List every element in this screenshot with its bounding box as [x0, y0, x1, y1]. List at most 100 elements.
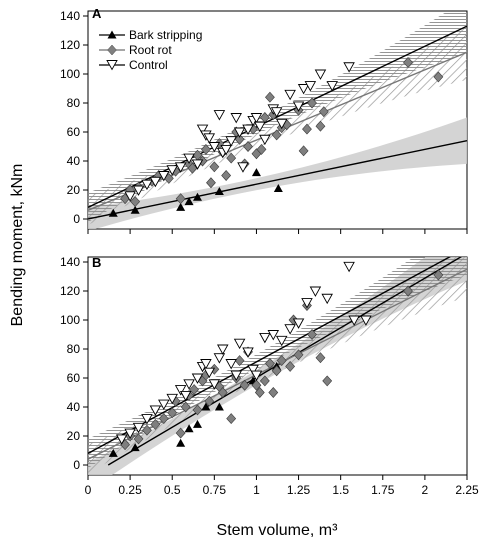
point-root-rot — [307, 329, 317, 340]
data-points-a — [108, 56, 444, 217]
point-bark-stripping — [184, 197, 194, 206]
point-control — [203, 133, 216, 144]
y-tick-label: 100 — [60, 313, 80, 327]
point-bark-stripping — [273, 184, 283, 193]
point-control — [250, 113, 263, 124]
point-control — [179, 390, 192, 402]
point-control — [314, 69, 327, 80]
point-root-rot — [243, 141, 253, 152]
point-bark-stripping — [192, 419, 202, 428]
point-control — [208, 142, 221, 153]
point-control — [250, 370, 263, 382]
point-bark-stripping — [108, 208, 118, 217]
point-control — [213, 110, 226, 121]
point-bark-stripping — [130, 205, 140, 214]
point-root-rot — [315, 120, 326, 132]
point-control — [132, 422, 145, 434]
point-control — [292, 318, 305, 329]
point-root-rot — [150, 418, 161, 430]
point-control — [304, 81, 317, 92]
point-control — [166, 393, 178, 405]
point-root-rot — [265, 91, 275, 103]
y-tick-label: 100 — [60, 67, 80, 81]
point-root-rot — [251, 379, 262, 391]
point-control — [225, 136, 237, 147]
legend-item-bark-stripping: Bark stripping — [99, 28, 202, 42]
legend: Bark stripping Root rot Control — [99, 28, 202, 72]
panel-a: 0 20 40 60 80 100 120 140 A Bark stripping Root… — [60, 6, 468, 234]
point-bark-stripping — [184, 424, 194, 433]
x-tick-label: 1.25 — [287, 483, 311, 497]
point-control — [208, 379, 221, 390]
point-root-rot — [167, 407, 178, 419]
y-tick-label: 60 — [67, 371, 81, 385]
point-control — [213, 353, 226, 364]
y-tick-label: 40 — [67, 400, 81, 414]
point-root-rot — [201, 143, 211, 155]
x-tick-label: 0.25 — [118, 483, 142, 497]
y-tick-label: 40 — [67, 154, 81, 168]
point-control — [196, 124, 209, 136]
point-root-rot — [276, 355, 287, 367]
point-control — [284, 89, 296, 101]
point-control — [233, 127, 246, 138]
data-points-b — [108, 261, 444, 457]
y-tick-label: 120 — [60, 284, 80, 298]
point-control — [275, 335, 288, 347]
point-control — [301, 298, 313, 309]
point-bark-stripping — [201, 402, 211, 411]
x-tick-label: 0.5 — [164, 483, 181, 497]
legend-item-control: Control — [99, 58, 168, 72]
point-root-rot — [239, 379, 250, 391]
point-bark-stripping — [214, 402, 224, 411]
point-root-rot — [142, 424, 152, 436]
point-control — [149, 176, 162, 188]
x-axis-title: Stem volume, m³ — [217, 522, 339, 539]
point-root-rot — [403, 285, 413, 297]
point-control — [174, 162, 187, 173]
y-tick-label: 80 — [67, 96, 81, 110]
point-control — [284, 324, 296, 335]
point-root-rot — [293, 349, 304, 361]
legend-marker-open-triangle — [106, 60, 118, 71]
point-root-rot — [133, 433, 144, 445]
point-control — [321, 293, 333, 305]
point-control — [115, 434, 128, 445]
point-root-rot — [307, 97, 317, 109]
point-root-rot — [271, 129, 282, 141]
point-bark-stripping — [108, 448, 118, 457]
y-tick-label: 0 — [73, 212, 80, 226]
point-control — [237, 162, 249, 173]
point-root-rot — [130, 196, 141, 208]
point-root-rot — [175, 427, 186, 439]
point-control — [259, 134, 271, 146]
point-control — [220, 144, 232, 156]
point-root-rot — [315, 352, 326, 364]
y-tick-label: 140 — [60, 9, 80, 23]
y-tick-label: 140 — [60, 255, 80, 269]
point-control — [348, 315, 360, 326]
legend-marker-filled-triangle — [107, 30, 117, 39]
point-control — [183, 379, 195, 390]
y-tick-label: 80 — [67, 342, 81, 356]
point-control — [191, 159, 204, 170]
plot-frame-b — [87, 256, 468, 476]
point-root-rot — [209, 161, 220, 173]
point-control — [132, 185, 145, 196]
point-control — [200, 359, 212, 370]
point-control — [247, 364, 259, 376]
point-root-rot — [256, 143, 267, 155]
point-bark-stripping — [176, 202, 186, 211]
point-root-rot — [217, 387, 228, 398]
y-tick-label: 20 — [67, 183, 81, 197]
x-tick-label: 1 — [253, 483, 260, 497]
point-control — [230, 370, 242, 382]
point-control — [183, 153, 195, 165]
point-control — [297, 84, 310, 95]
point-root-rot — [322, 375, 333, 387]
point-control — [149, 405, 162, 416]
y-tick-label: 120 — [60, 38, 80, 52]
fit-line-bark-stripping — [88, 140, 467, 220]
point-control — [360, 315, 372, 326]
